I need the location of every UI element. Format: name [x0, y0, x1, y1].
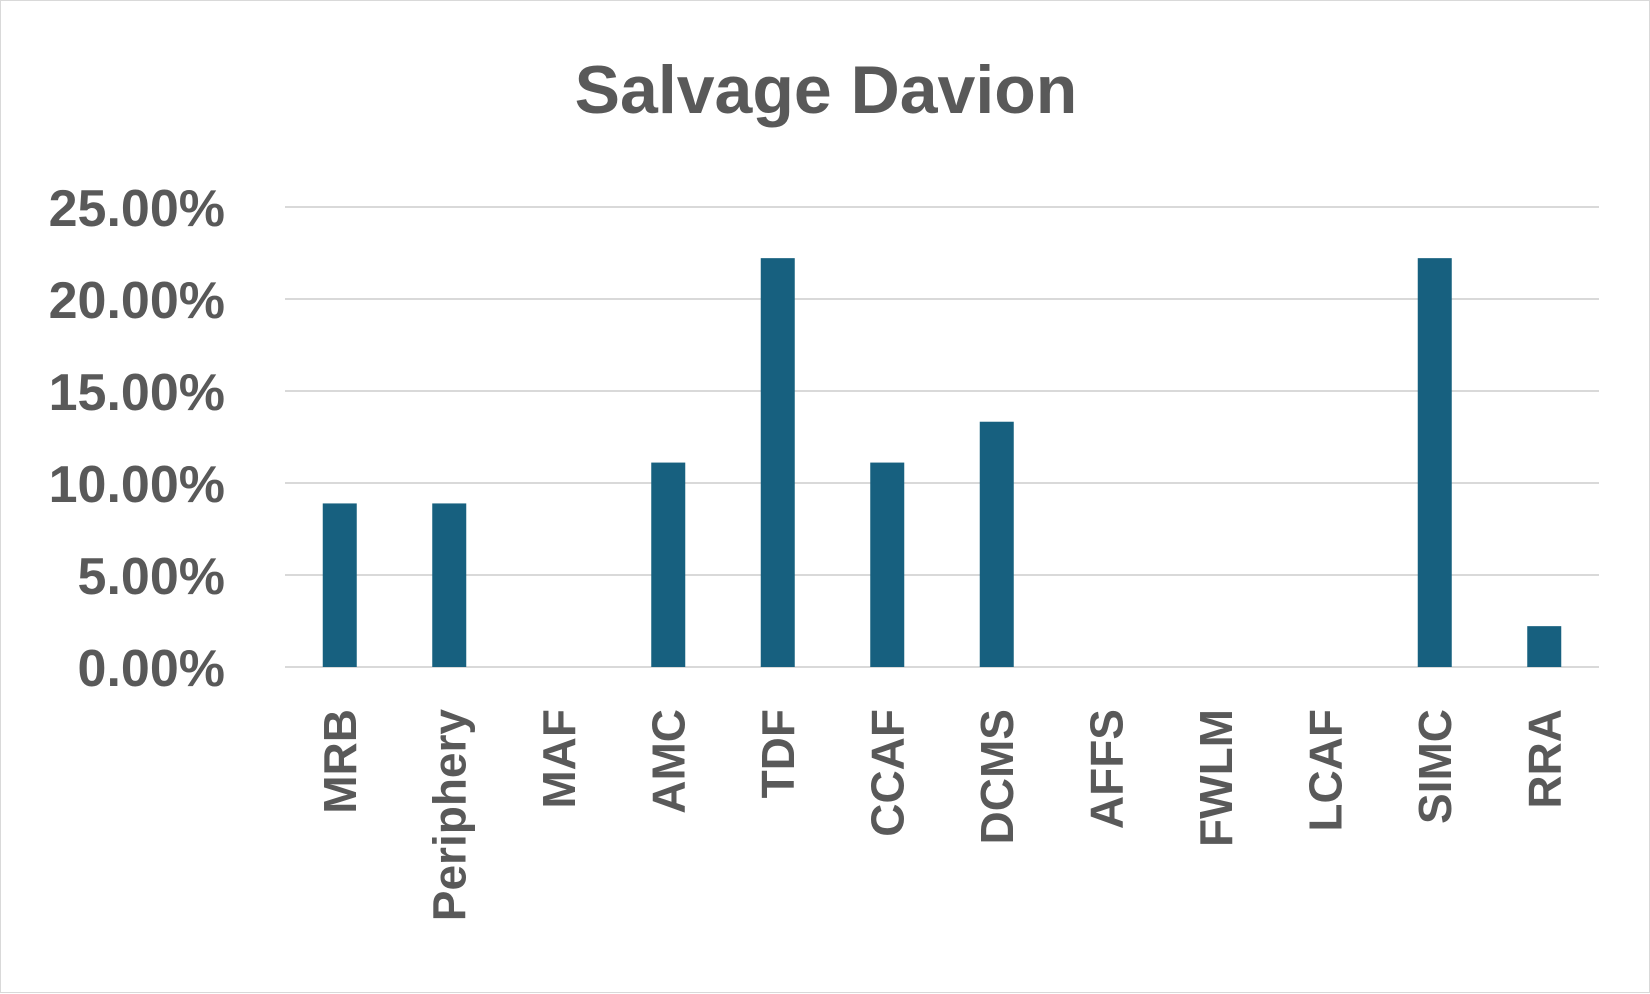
x-tick-label-mrb: MRB [314, 709, 366, 814]
bar-amc [651, 462, 686, 667]
chart-title: Salvage Davion [575, 52, 1078, 128]
y-axis-ticks: 0.00% 5.00% 10.00% 15.00% 20.00% 25.00% [49, 180, 225, 698]
x-tick-label-affs: AFFS [1080, 709, 1132, 829]
x-tick-label-lcaf: LCAF [1299, 709, 1351, 832]
x-tick-label-periphery: Periphery [423, 709, 475, 922]
bar-ccaf [870, 462, 905, 667]
bar-rra [1527, 626, 1562, 667]
x-tick-label-rra: RRA [1518, 709, 1570, 809]
bars [322, 258, 1562, 667]
y-tick-label: 25.00% [49, 180, 225, 238]
x-tick-label-ccaf: CCAF [861, 709, 913, 837]
x-tick-label-maf: MAF [533, 709, 585, 809]
y-tick-label: 20.00% [49, 272, 225, 330]
bar-dcms [979, 421, 1014, 667]
y-tick-label: 15.00% [49, 364, 225, 422]
y-tick-label: 0.00% [78, 640, 225, 698]
x-tick-label-tdf: TDF [752, 709, 804, 798]
y-tick-label: 5.00% [78, 548, 225, 606]
x-tick-label-amc: AMC [642, 709, 694, 814]
x-axis-ticks: MRB Periphery MAF AMC TDF CCAF DCMS AFFS FWLM LCA… [314, 709, 1571, 922]
x-tick-label-fwlm: FWLM [1190, 709, 1242, 847]
bar-mrb [322, 503, 357, 667]
bar-periphery [432, 503, 467, 667]
bar-tdf [760, 258, 795, 667]
x-tick-label-simc: SIMC [1409, 709, 1461, 824]
x-tick-label-dcms: DCMS [971, 709, 1023, 844]
y-tick-label: 10.00% [49, 456, 225, 514]
bar-simc [1417, 258, 1452, 667]
gridlines [285, 206, 1599, 668]
